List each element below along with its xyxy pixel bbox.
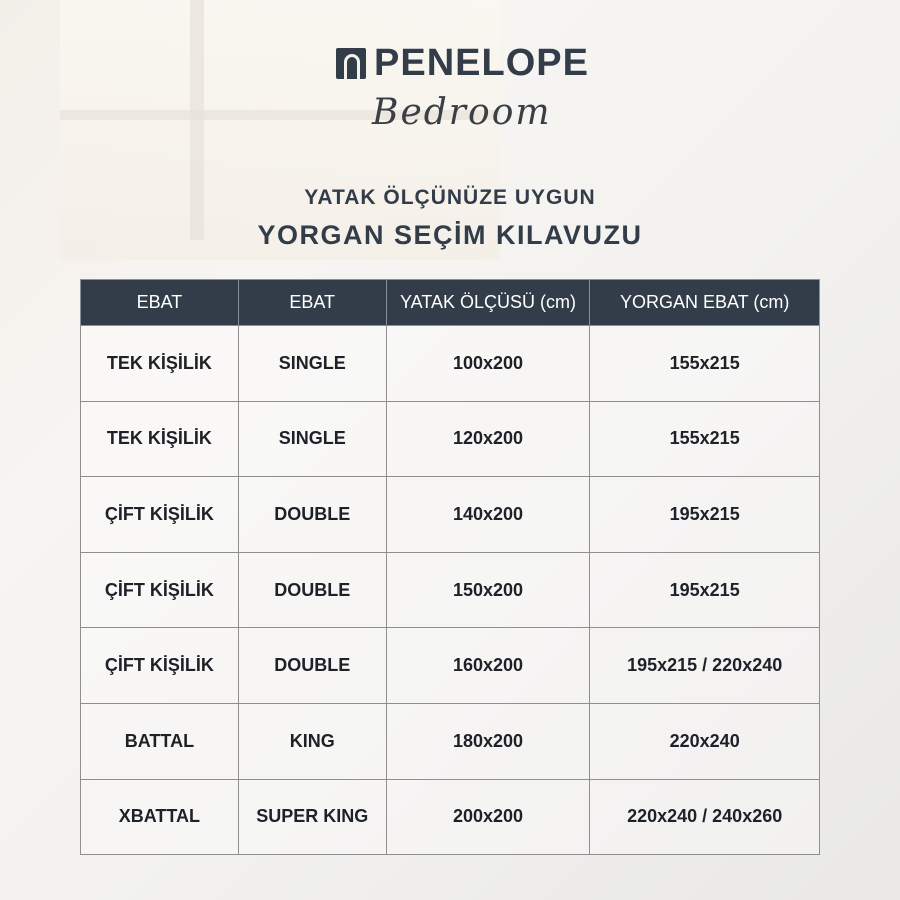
table-row: TEK KİŞİLİK SINGLE 120x200 155x215 xyxy=(80,400,820,478)
header-cell: EBAT xyxy=(237,279,387,326)
table-cell: SINGLE xyxy=(237,400,387,478)
table-cell: DOUBLE xyxy=(237,476,387,553)
title-line-2: YORGAN SEÇİM KILAVUZU xyxy=(257,220,643,250)
table-cell: BATTAL xyxy=(80,702,239,780)
penelope-logo-icon xyxy=(336,47,366,82)
table-cell: 155x215 xyxy=(589,325,820,402)
table-cell: TEK KİŞİLİK xyxy=(80,325,239,402)
title-line-1: YATAK ÖLÇÜNÜZE UYGUN xyxy=(304,186,596,209)
table-cell: DOUBLE xyxy=(237,551,387,629)
table-cell: 200x200 xyxy=(385,778,591,856)
size-guide-table: EBAT EBAT YATAK ÖLÇÜSÜ (cm) YORGAN EBAT … xyxy=(80,279,820,856)
table-cell: ÇİFT KİŞİLİK xyxy=(80,627,239,704)
table-row: XBATTAL SUPER KING 200x200 220x240 / 240x26… xyxy=(80,778,820,856)
table-cell: 220x240 / 240x260 xyxy=(589,778,820,856)
background-window xyxy=(60,0,500,260)
brand-subtitle: Bedroom xyxy=(372,92,552,133)
table-cell: 100x200 xyxy=(385,325,591,402)
brand-name: PENELOPE xyxy=(374,42,589,84)
table-row: TEK KİŞİLİK SINGLE 100x200 155x215 xyxy=(80,325,820,402)
table-row: ÇİFT KİŞİLİK DOUBLE 140x200 195x215 xyxy=(80,476,820,553)
table-cell: 155x215 xyxy=(589,400,820,478)
header-cell: YORGAN EBAT (cm) xyxy=(589,279,820,326)
table-cell: KING xyxy=(237,702,387,780)
table-cell: ÇİFT KİŞİLİK xyxy=(80,551,239,629)
window-frame xyxy=(60,110,500,120)
table-cell: TEK KİŞİLİK xyxy=(80,400,239,478)
table-row: ÇİFT KİŞİLİK DOUBLE 150x200 195x215 xyxy=(80,551,820,629)
table-cell: XBATTAL xyxy=(80,778,239,856)
table-cell: 195x215 xyxy=(589,551,820,629)
window-frame xyxy=(190,0,204,240)
table-cell: 195x215 xyxy=(589,476,820,553)
table-cell: 120x200 xyxy=(385,400,591,478)
table-header: EBAT EBAT YATAK ÖLÇÜSÜ (cm) YORGAN EBAT … xyxy=(80,279,820,326)
table-row: BATTAL KING 180x200 220x240 xyxy=(80,702,820,780)
table-cell: SUPER KING xyxy=(237,778,387,856)
table-cell: ÇİFT KİŞİLİK xyxy=(80,476,239,553)
table-cell: SINGLE xyxy=(237,325,387,402)
table-cell: 220x240 xyxy=(589,702,820,780)
table-cell: 180x200 xyxy=(385,702,591,780)
table-cell: 140x200 xyxy=(385,476,591,553)
header-cell: EBAT xyxy=(80,279,239,326)
table-cell: 195x215 / 220x240 xyxy=(589,627,820,704)
table-cell: 160x200 xyxy=(385,627,591,704)
table-cell: 150x200 xyxy=(385,551,591,629)
brand-logo: PENELOPE xyxy=(336,42,589,84)
table-row: ÇİFT KİŞİLİK DOUBLE 160x200 195x215 / 220x2… xyxy=(80,627,820,704)
header-cell: YATAK ÖLÇÜSÜ (cm) xyxy=(385,279,591,326)
table-cell: DOUBLE xyxy=(237,627,387,704)
